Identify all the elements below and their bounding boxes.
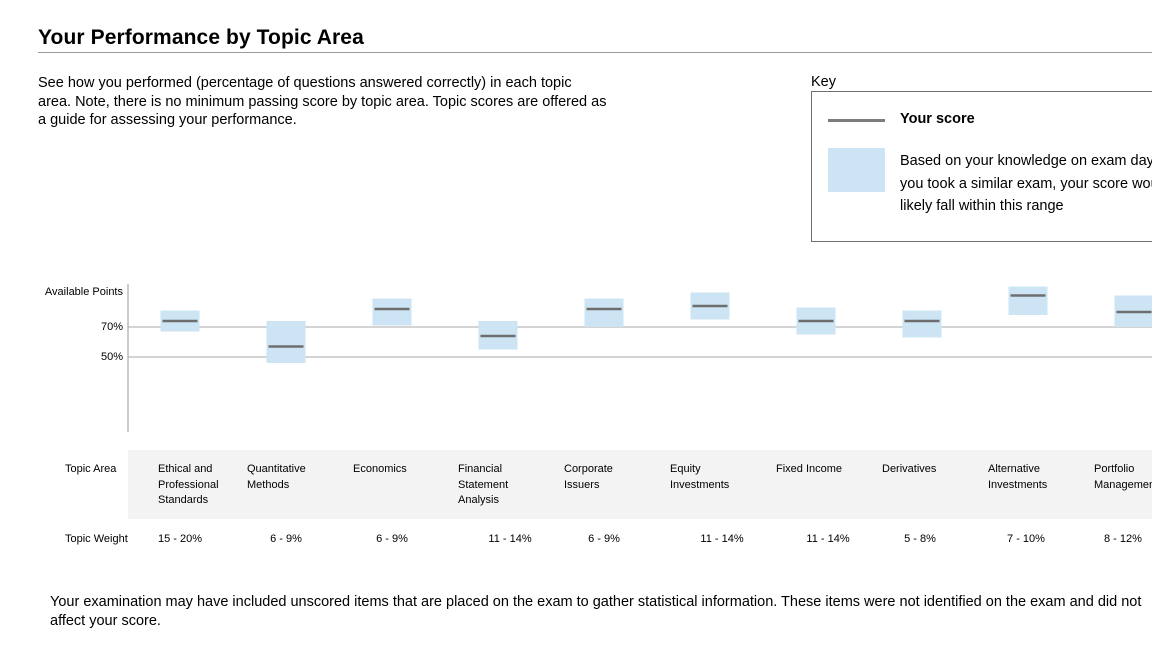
key-score-label: Your score — [900, 111, 975, 127]
topic-area-name: Derivatives — [882, 462, 977, 478]
topic-weight-value: 7 - 10% — [1007, 533, 1045, 545]
intro-text: See how you performed (percentage of que… — [38, 74, 643, 130]
page-title: Your Performance by Topic Area — [38, 26, 364, 49]
performance-chart: Available Points 70% 50% — [45, 284, 1152, 432]
topic-area-name-line: Issuers — [564, 478, 600, 491]
footnote-line: affect your score. — [50, 613, 161, 629]
topic-area-name-line: Standards — [158, 494, 209, 506]
topic-weight-value: 6 - 9% — [376, 533, 408, 545]
key-heading: Key — [811, 74, 836, 90]
reference-line-label: 70% — [101, 321, 123, 333]
topic-area-name-line: Statement — [458, 478, 509, 491]
intro-line: a guide for assessing your performance. — [38, 112, 297, 128]
topic-area-name-line: Management — [1094, 478, 1152, 491]
title-divider — [38, 52, 1152, 53]
reference-line-label: 50% — [101, 351, 123, 363]
topic-area-row-background — [128, 450, 1152, 519]
topic-area-name: Financial Statement Analysis — [458, 462, 553, 509]
topic-area-name: Alternative Investments — [988, 462, 1083, 493]
topic-bars — [160, 286, 1152, 363]
topic-weight-value: 15 - 20% — [157, 533, 203, 545]
key-range-swatch — [828, 148, 885, 192]
topic-weight-value: 6 - 9% — [588, 533, 620, 545]
topic-weight-value: 6 - 9% — [270, 533, 302, 545]
topic-area-name-line: Methods — [247, 478, 290, 491]
topic-weight-value: 8 - 12% — [1104, 533, 1142, 545]
topic-weight-value: 5 - 8% — [904, 533, 936, 545]
topic-area-name: Quantitative Methods — [247, 462, 342, 493]
y-axis-title: Available Points — [45, 286, 124, 298]
intro-line: area. Note, there is no minimum passing … — [38, 93, 607, 110]
topic-area-name-line: Economics — [353, 463, 407, 475]
reference-lines: 70% 50% — [101, 321, 1152, 363]
topic-area-name: Portfolio Management — [1094, 462, 1152, 493]
key-range-line: likely fall within this range — [900, 198, 1064, 214]
score-range-bar — [1008, 286, 1048, 315]
topic-area-name: Corporate Issuers — [564, 462, 659, 493]
score-range-bar — [372, 298, 412, 326]
topic-area-name-line: Ethical and — [158, 463, 213, 475]
key-score-line-swatch — [828, 119, 885, 122]
topic-area-row-label: Topic Area — [65, 463, 117, 475]
topic-area-name-line: Analysis — [458, 494, 499, 506]
topic-area-name-line: Investments — [988, 478, 1048, 491]
key-legend: Your score Based on your knowledge on ex… — [811, 91, 1152, 242]
footnote-line: Your examination may have included unsco… — [50, 594, 1142, 610]
topic-weight-value: 11 - 14% — [806, 533, 850, 545]
topic-area-name-line: Portfolio — [1094, 463, 1135, 475]
topic-area-name-line: Fixed Income — [776, 463, 843, 475]
score-range-bar — [266, 321, 306, 363]
topic-area-name: Equity Investments — [670, 462, 765, 493]
score-range-bar — [584, 298, 624, 327]
topic-area-name-line: Alternative — [988, 463, 1040, 475]
topic-area-name-line: Investments — [670, 478, 730, 491]
intro-line: See how you performed (percentage of que… — [38, 75, 572, 91]
topic-area-name-line: Financial — [458, 463, 503, 475]
topic-area-name-line: Derivatives — [882, 463, 937, 475]
topic-weight-value: 11 - 14% — [488, 533, 532, 545]
footnote: Your examination may have included unsco… — [50, 593, 1152, 631]
key-range-line: Based on your knowledge on exam day, if — [900, 153, 1152, 169]
topic-area-name-line: Equity — [670, 463, 701, 475]
key-range-description: Based on your knowledge on exam day, if … — [900, 150, 1152, 218]
topic-area-name-line: Corporate — [564, 463, 613, 475]
topic-area-name: Ethical and Professional Standards — [158, 462, 253, 509]
topic-weight-value: 11 - 14% — [700, 533, 744, 545]
topic-area-name: Fixed Income — [776, 462, 871, 478]
topic-weight-row-label: Topic Weight — [65, 533, 128, 545]
topic-area-name-line: Quantitative — [247, 463, 306, 475]
topic-area-name: Economics — [353, 462, 448, 478]
topic-area-name-line: Professional — [158, 478, 219, 491]
score-range-bar — [902, 310, 942, 338]
key-range-line: you took a similar exam, your score woul… — [900, 175, 1152, 192]
